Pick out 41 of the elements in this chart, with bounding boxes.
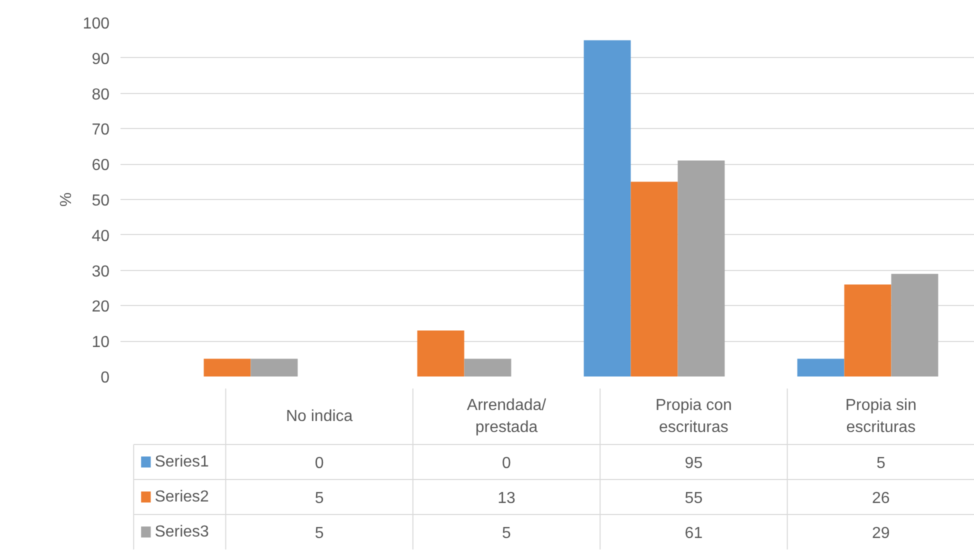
- bar: [678, 160, 725, 376]
- legend-label: Series2: [154, 488, 210, 506]
- y-tick-label: 30: [92, 263, 110, 280]
- data-label: 5: [876, 455, 886, 472]
- data-label: 95: [684, 455, 703, 472]
- data-label: 0: [314, 455, 324, 472]
- y-tick-label: 100: [82, 16, 110, 32]
- y-axis-title: %: [58, 192, 75, 207]
- data-label: 0: [502, 455, 512, 472]
- x-tick-label: Propia con escrituras: [655, 396, 732, 436]
- bar: [797, 358, 844, 376]
- y-tick-label: 20: [92, 298, 110, 316]
- y-tick-label: 50: [92, 192, 110, 210]
- bar: [204, 358, 251, 376]
- x-tick-label: Arrendada/ prestada: [466, 396, 547, 436]
- bar: [250, 358, 298, 376]
- bar: [630, 182, 678, 376]
- y-tick-label: 70: [92, 122, 110, 139]
- y-tick-label: 0: [100, 370, 110, 386]
- y-tick-label: 60: [92, 157, 110, 174]
- bar: [844, 284, 892, 376]
- legend-label: Series3: [154, 524, 210, 540]
- y-tick-label: 90: [92, 50, 110, 68]
- data-label: 61: [684, 525, 703, 542]
- bar: [417, 330, 464, 376]
- data-label: 26: [872, 490, 890, 507]
- x-tick-label: Propia sin escrituras: [845, 396, 916, 436]
- bar: [464, 358, 512, 376]
- data-label: 5: [502, 525, 512, 542]
- legend-label: Series1: [154, 454, 210, 470]
- bar: [584, 40, 631, 376]
- y-tick-label: 10: [92, 334, 110, 352]
- y-tick-label: 80: [92, 86, 110, 104]
- data-label: 5: [314, 490, 324, 507]
- data-label: 29: [872, 525, 890, 542]
- bar: [891, 274, 938, 376]
- data-label: 13: [498, 490, 516, 507]
- data-label: 5: [314, 525, 324, 542]
- x-tick-label: No indica: [286, 408, 353, 425]
- data-label: 55: [684, 490, 703, 507]
- y-tick-label: 40: [92, 228, 110, 245]
